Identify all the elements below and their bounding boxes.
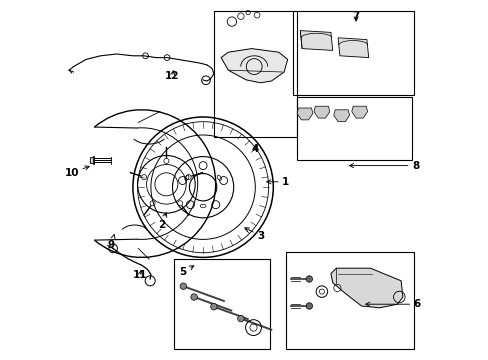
Circle shape [305, 276, 312, 282]
Circle shape [180, 283, 186, 289]
Text: 11: 11 [133, 270, 147, 280]
Bar [89, 157, 94, 163]
Text: 12: 12 [165, 71, 180, 81]
Text: 1: 1 [266, 177, 289, 187]
Text: 6: 6 [365, 299, 420, 309]
Circle shape [237, 315, 244, 322]
Bar [296, 97, 411, 160]
Polygon shape [337, 38, 368, 58]
Polygon shape [221, 49, 287, 83]
Bar [213, 11, 296, 137]
Polygon shape [313, 106, 329, 118]
Text: 7: 7 [352, 11, 359, 21]
Circle shape [190, 294, 197, 300]
Polygon shape [333, 110, 349, 122]
Bar [174, 259, 269, 349]
Polygon shape [330, 268, 402, 308]
Bar [285, 252, 413, 349]
Text: 8: 8 [349, 161, 418, 171]
Polygon shape [300, 31, 332, 50]
Circle shape [305, 303, 312, 309]
Polygon shape [296, 108, 312, 120]
Text: 10: 10 [64, 166, 89, 178]
Bar [292, 11, 413, 95]
Text: 9: 9 [107, 234, 115, 250]
Text: 5: 5 [179, 266, 193, 277]
Text: 4: 4 [251, 144, 259, 154]
Text: 2: 2 [158, 213, 166, 230]
Text: 3: 3 [244, 228, 264, 241]
Polygon shape [351, 106, 367, 118]
Circle shape [210, 303, 217, 310]
